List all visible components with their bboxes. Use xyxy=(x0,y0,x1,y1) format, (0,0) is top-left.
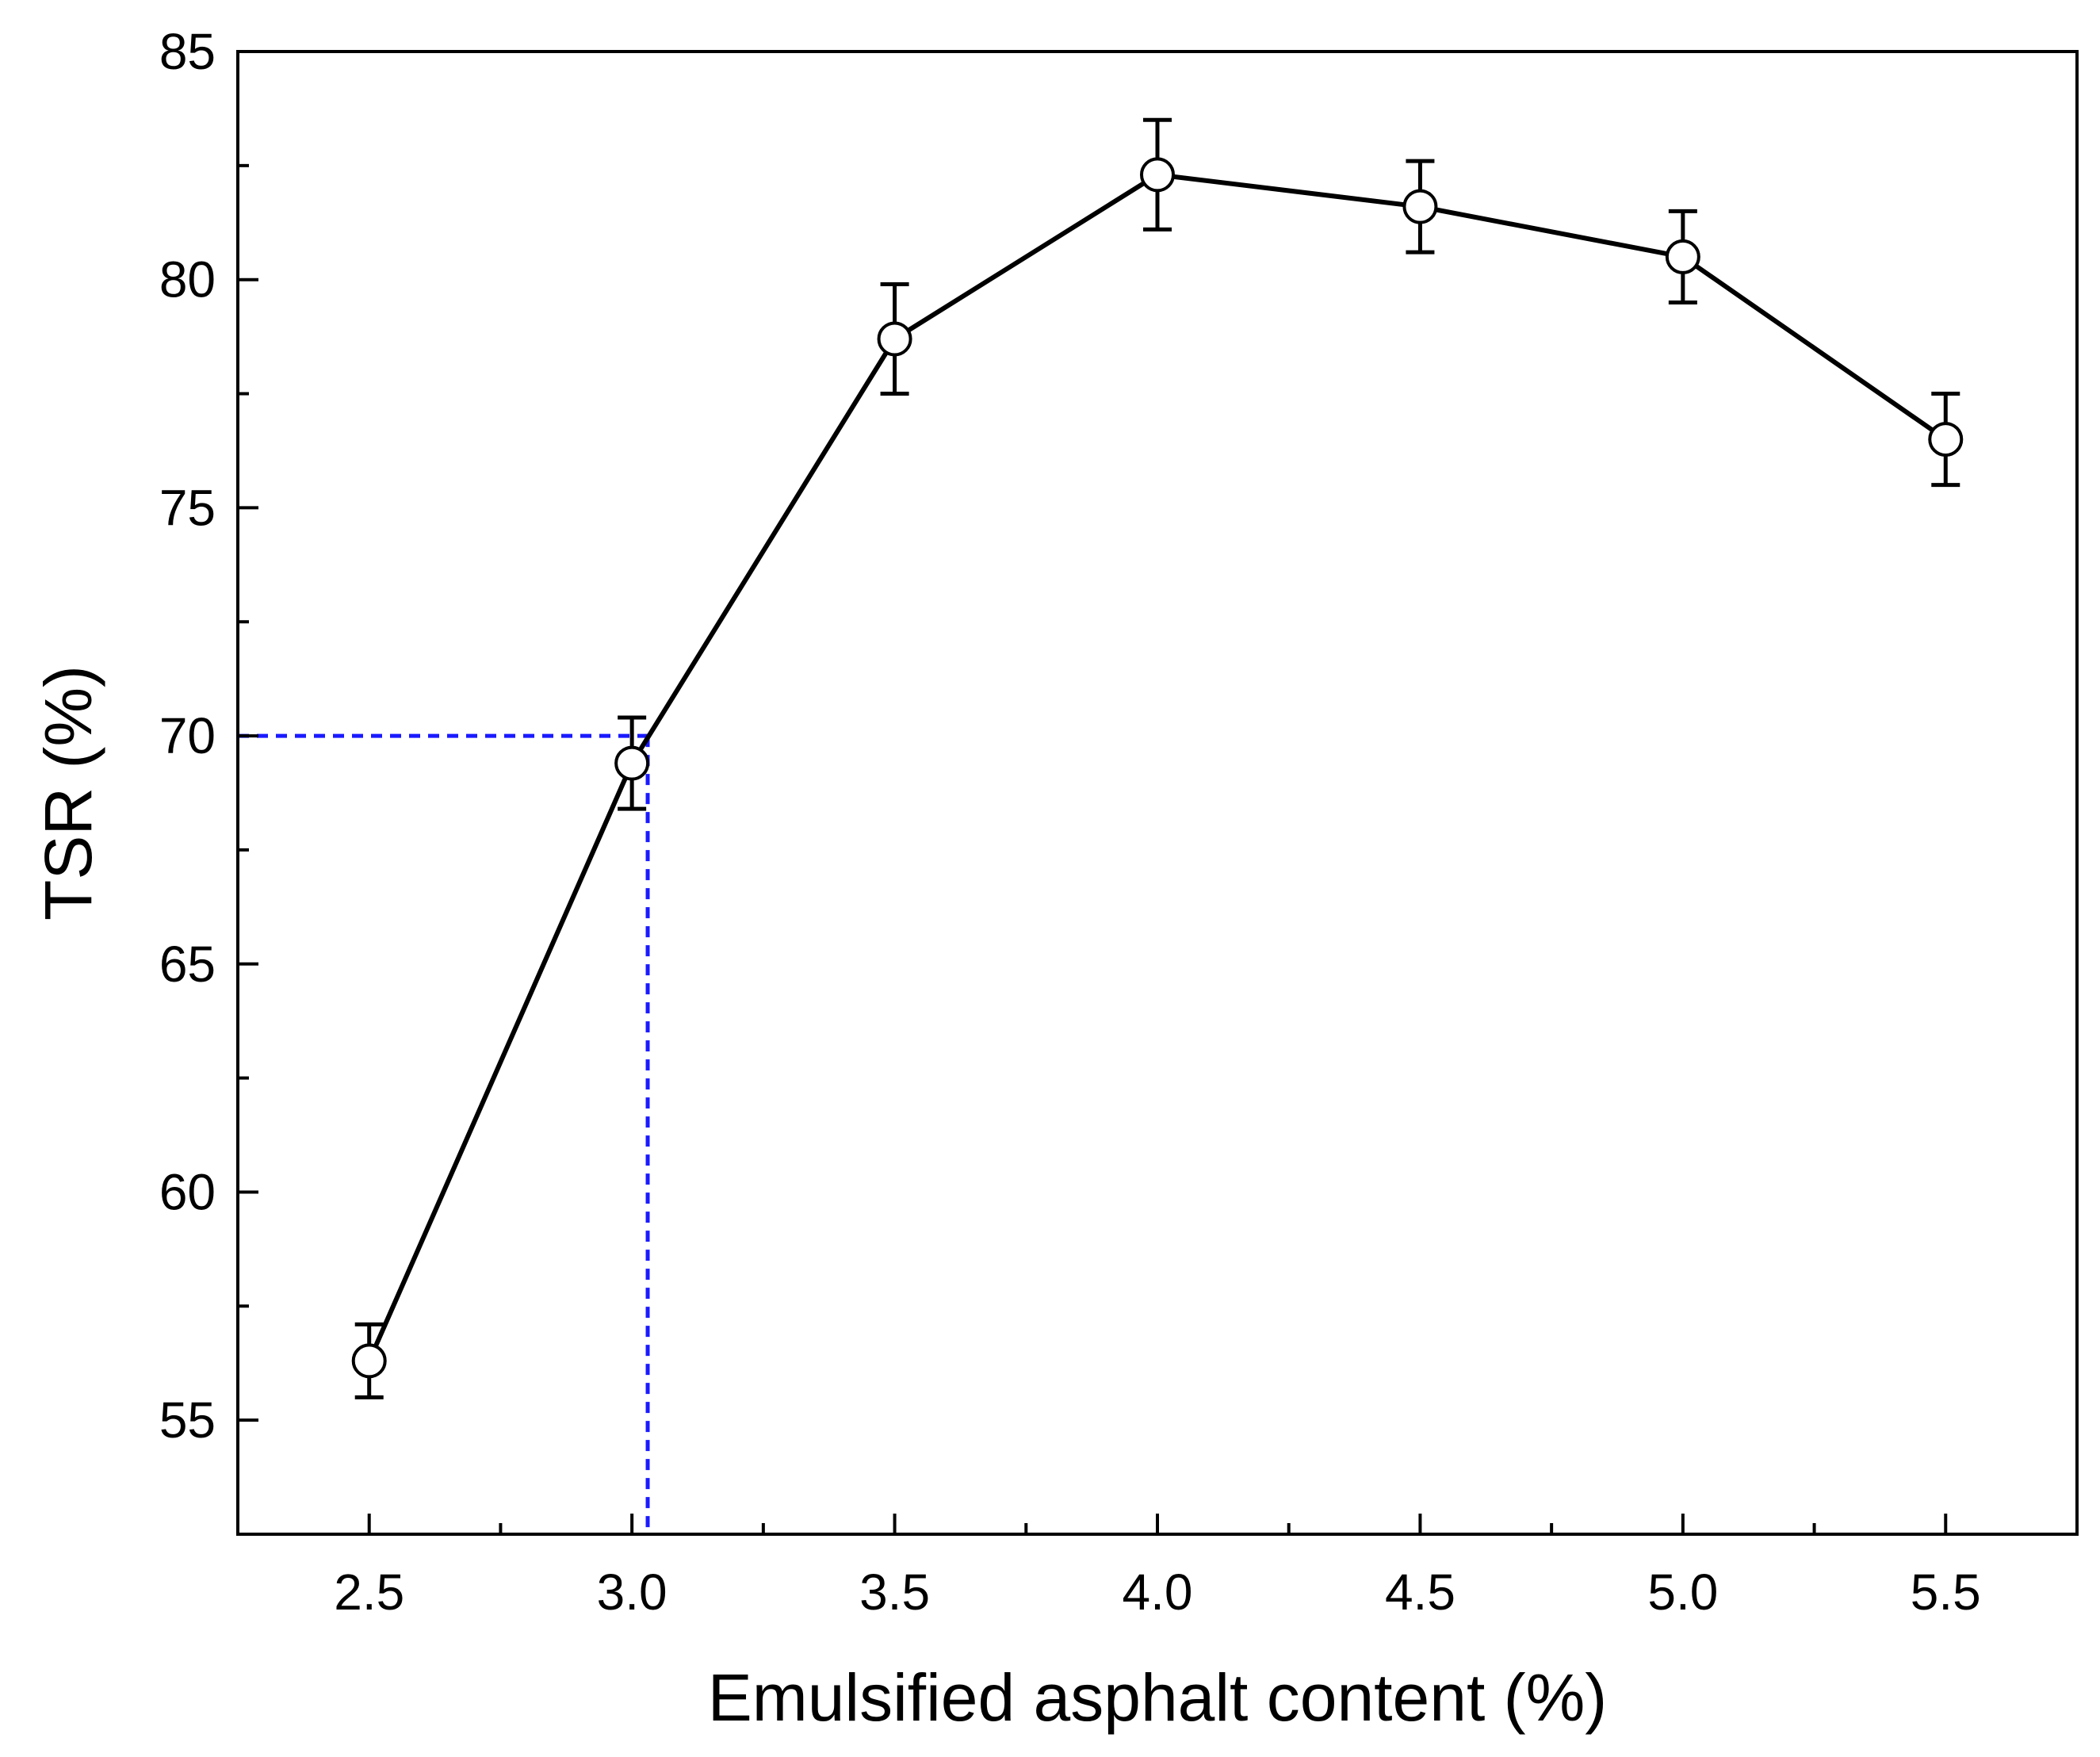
data-point xyxy=(877,321,912,357)
x-tick-label: 3.5 xyxy=(859,1564,930,1621)
y-tick-label: 55 xyxy=(159,1391,216,1449)
y-tick-label: 65 xyxy=(159,936,216,993)
x-axis-ticks: 2.5 3.0 3.5 4.0 4.5 5.0 5.5 xyxy=(334,1514,1981,1621)
series-group xyxy=(351,117,1964,1399)
x-tick-label: 5.0 xyxy=(1647,1564,1718,1621)
data-point xyxy=(1928,422,1964,457)
plot-frame xyxy=(236,50,2079,1536)
y-tick-label: 75 xyxy=(159,479,216,536)
series-line xyxy=(366,172,1947,1362)
axes-group xyxy=(236,50,2079,1536)
y-tick-label: 60 xyxy=(159,1163,216,1220)
x-axis-title: Emulsified asphalt content (%) xyxy=(708,1660,1608,1735)
data-point xyxy=(1402,189,1438,224)
x-tick-label: 4.0 xyxy=(1123,1564,1193,1621)
y-axis-title: TSR (%) xyxy=(31,665,105,921)
y-tick-label: 85 xyxy=(159,23,216,80)
x-tick-label: 5.5 xyxy=(1911,1564,1981,1621)
x-tick-label: 2.5 xyxy=(334,1564,404,1621)
data-point xyxy=(1140,157,1175,193)
x-tick-label: 4.5 xyxy=(1385,1564,1455,1621)
reference-lines xyxy=(238,733,650,1534)
y-axis-ticks: 55 60 65 70 75 80 85 xyxy=(159,23,258,1449)
data-point xyxy=(351,1343,387,1379)
x-tick-label: 3.0 xyxy=(597,1564,667,1621)
y-tick-label: 80 xyxy=(159,251,216,308)
y-tick-label: 70 xyxy=(159,707,216,764)
data-point xyxy=(1665,239,1700,274)
data-point xyxy=(614,745,650,781)
